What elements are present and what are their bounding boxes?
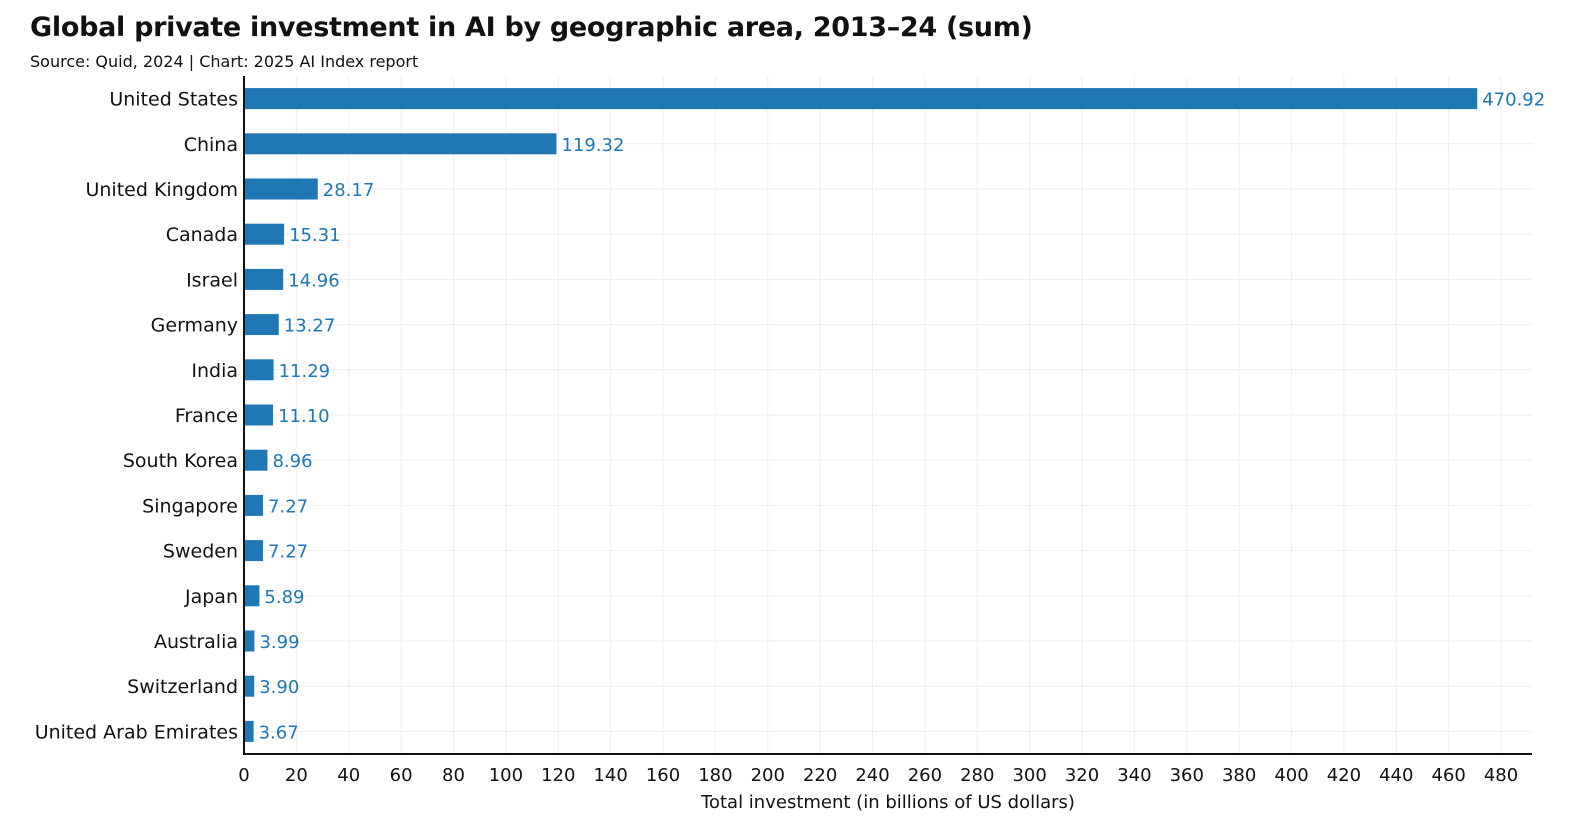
axes (243, 76, 1532, 755)
x-tick-label: 180 (698, 765, 732, 786)
x-tick-label: 440 (1379, 765, 1413, 786)
x-tick-label: 260 (908, 765, 942, 786)
chart-subtitle: Source: Quid, 2024 | Chart: 2025 AI Inde… (30, 52, 419, 71)
x-tick-label: 220 (803, 765, 837, 786)
x-tick-label: 20 (285, 765, 308, 786)
category-label: Canada (166, 224, 238, 246)
x-tick-labels: 0 20 40 60 80 100 120 140 160 180 200 220 240 260 280 3… (238, 765, 1518, 786)
x-tick-label: 480 (1484, 765, 1518, 786)
bar (244, 314, 279, 336)
x-tick-label: 80 (442, 765, 465, 786)
x-tick-label: 120 (541, 765, 575, 786)
bar (244, 178, 318, 200)
category-label: United States (109, 89, 238, 111)
x-tick-label: 140 (593, 765, 627, 786)
x-tick-label: 160 (646, 765, 680, 786)
category-label: South Korea (123, 450, 238, 472)
value-label: 7.27 (268, 496, 308, 517)
category-label: France (175, 405, 238, 427)
value-label: 3.99 (259, 632, 299, 653)
x-tick-label: 60 (390, 765, 413, 786)
x-tick-label: 320 (1065, 765, 1099, 786)
value-labels: 470.92 119.32 28.17 15.31 14.96 13.27 11.29 11.… (259, 90, 1546, 744)
x-axis-label: Total investment (in billions of US doll… (700, 792, 1075, 813)
value-label: 14.96 (288, 270, 340, 291)
category-label: Germany (151, 315, 238, 337)
category-label: Australia (154, 631, 238, 653)
category-label: United Kingdom (85, 179, 238, 201)
grid-lines (244, 76, 1532, 754)
bar (244, 88, 1478, 110)
category-label: United Arab Emirates (35, 721, 238, 743)
x-tick-label: 380 (1222, 765, 1256, 786)
bar (244, 540, 264, 562)
x-tick-label: 280 (960, 765, 994, 786)
bar (244, 359, 274, 381)
category-label: Israel (186, 269, 238, 291)
x-tick-label: 460 (1431, 765, 1465, 786)
bar (244, 223, 285, 245)
value-label: 13.27 (284, 316, 336, 337)
value-label: 5.89 (264, 587, 304, 608)
bar (244, 630, 255, 652)
bar (244, 494, 264, 516)
value-label: 7.27 (268, 542, 308, 563)
bars (244, 88, 1478, 742)
x-tick-label: 420 (1327, 765, 1361, 786)
value-label: 11.10 (278, 406, 330, 427)
x-tick-label: 340 (1117, 765, 1151, 786)
value-label: 28.17 (323, 180, 375, 201)
category-label: Singapore (142, 495, 238, 517)
x-tick-label: 300 (1012, 765, 1046, 786)
value-label: 8.96 (272, 451, 312, 472)
bar (244, 675, 255, 697)
category-label: India (191, 360, 238, 382)
category-labels: United States China United Kingdom Canada Is… (35, 89, 238, 744)
bar (244, 720, 254, 742)
x-tick-label: 400 (1274, 765, 1308, 786)
category-label: Japan (184, 586, 238, 608)
bar (244, 585, 260, 607)
x-tick-label: 360 (1170, 765, 1204, 786)
x-tick-label: 200 (751, 765, 785, 786)
bar (244, 268, 284, 290)
value-label: 3.90 (259, 677, 299, 698)
chart-title: Global private investment in AI by geogr… (30, 12, 1033, 43)
x-tick-label: 0 (238, 765, 249, 786)
bar (244, 404, 274, 426)
value-label: 470.92 (1482, 90, 1545, 111)
value-label: 119.32 (561, 135, 624, 156)
value-label: 11.29 (279, 361, 331, 382)
bar (244, 449, 268, 471)
category-label: China (184, 134, 238, 156)
value-label: 15.31 (289, 225, 341, 246)
x-tick-label: 100 (489, 765, 523, 786)
category-label: Switzerland (127, 676, 238, 698)
category-label: Sweden (163, 541, 238, 563)
bar (244, 133, 557, 155)
value-label: 3.67 (259, 722, 299, 743)
x-tick-label: 40 (337, 765, 360, 786)
x-tick-label: 240 (855, 765, 889, 786)
